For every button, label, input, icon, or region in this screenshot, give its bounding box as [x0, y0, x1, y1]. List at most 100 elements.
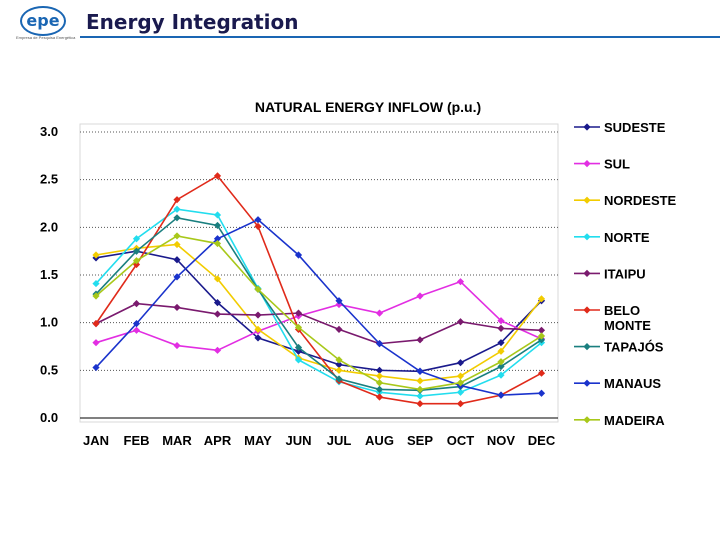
x-tick-label: JAN: [83, 433, 109, 448]
data-point-tapaj-s: [375, 385, 384, 393]
data-point-itaipu: [497, 324, 505, 332]
series-norte: [92, 205, 546, 400]
data-point-sul: [375, 309, 384, 317]
plot-area-border: [79, 123, 559, 423]
data-point-sul: [132, 326, 141, 334]
series-line-sul: [95, 280, 542, 352]
data-point-sudeste: [173, 256, 181, 264]
y-tick-label: 3.0: [40, 124, 58, 139]
data-point-sul: [92, 339, 100, 347]
data-point-sudeste: [254, 334, 262, 342]
logo-text: epe: [20, 6, 66, 36]
y-tick-label: 0.0: [40, 410, 58, 425]
series-line-madeira: [95, 235, 542, 391]
series-line-sudeste: [95, 250, 543, 373]
data-point-manaus: [173, 273, 181, 281]
legend-label: NORTE: [604, 230, 650, 245]
legend-item-sudeste: SUDESTE: [574, 120, 666, 135]
data-point-belo-monte: [213, 172, 222, 180]
data-point-itaipu: [416, 336, 424, 344]
data-point-norte: [92, 279, 100, 288]
data-point-itaipu: [213, 310, 222, 318]
data-point-nordeste: [92, 251, 100, 259]
data-point-belo-monte: [456, 400, 465, 408]
legend-item-sul: SUL: [574, 157, 630, 172]
legend-swatch-marker: [583, 306, 591, 314]
data-point-manaus: [254, 216, 262, 224]
y-axis: 0.0 0.5 1.0 1.5 2.0 2.5 3.0: [40, 124, 558, 425]
series-line-belo-monte: [95, 174, 542, 405]
data-point-sudeste: [456, 359, 465, 367]
data-point-manaus: [132, 320, 141, 328]
x-tick-label: FEB: [124, 433, 150, 448]
data-point-manaus: [335, 297, 343, 305]
y-tick-label: 0.5: [40, 362, 58, 377]
x-axis: JAN FEB MAR APR MAY JUN JUL AUG SEP OCT NOV DEC: [83, 433, 556, 448]
legend-label: MADEIRA: [604, 413, 665, 428]
data-point-nordeste: [375, 372, 384, 380]
legend-item-norte: NORTE: [574, 230, 650, 245]
data-point-norte: [294, 356, 303, 364]
data-point-manaus: [537, 389, 546, 397]
legend-swatch-marker: [583, 123, 591, 131]
data-point-tapaj-s: [213, 221, 222, 230]
data-point-sudeste: [375, 366, 384, 374]
x-tick-label: JUN: [285, 433, 311, 448]
legend-item-madeira: MADEIRA: [574, 413, 665, 428]
series-manaus: [92, 216, 546, 399]
data-point-belo-monte: [92, 320, 100, 328]
series-madeira: [92, 232, 546, 393]
legend-label: MANAUS: [604, 376, 661, 391]
series-line-itaipu: [95, 302, 542, 345]
data-point-belo-monte: [416, 400, 424, 408]
data-point-madeira: [416, 385, 424, 393]
data-point-norte: [456, 388, 465, 396]
data-point-tapaj-s: [173, 214, 181, 222]
data-point-madeira: [92, 292, 100, 300]
series-line-norte: [95, 208, 542, 397]
x-tick-label: SEP: [407, 433, 433, 448]
title-rule: [80, 36, 720, 38]
x-tick-label: MAR: [162, 433, 192, 448]
legend-swatch-marker: [583, 379, 591, 387]
data-point-tapaj-s: [132, 247, 141, 255]
page-title: Energy Integration: [86, 10, 299, 34]
data-point-tapaj-s: [335, 375, 343, 383]
series-belo-monte: [92, 172, 546, 408]
series-line-nordeste: [95, 243, 543, 382]
data-point-manaus: [92, 363, 100, 372]
legend-label: ITAIPU: [604, 266, 646, 281]
x-tick-label: DEC: [528, 433, 556, 448]
legend-swatch-marker: [583, 343, 591, 351]
x-tick-label: OCT: [447, 433, 475, 448]
data-point-itaipu: [294, 309, 303, 317]
data-point-norte: [416, 392, 424, 400]
series-line-tapaj-s: [95, 216, 542, 392]
data-point-sudeste: [335, 361, 343, 369]
legend-label: TAPAJÓS: [604, 340, 664, 355]
data-point-madeira: [537, 332, 546, 340]
data-point-madeira: [335, 356, 343, 364]
x-tick-label: AUG: [365, 433, 394, 448]
data-point-tapaj-s: [294, 343, 303, 352]
data-point-sul: [173, 341, 181, 350]
epe-logo: epe Empresa de Pesquisa Energética: [16, 6, 75, 40]
legend-item-belo-monte: BELO MONTE: [574, 303, 651, 333]
data-point-nordeste: [416, 377, 424, 385]
data-point-nordeste: [497, 347, 505, 355]
header: epe Empresa de Pesquisa Energética Energ…: [0, 0, 720, 46]
data-point-nordeste: [254, 325, 262, 333]
data-point-madeira: [173, 232, 181, 240]
series-itaipu: [92, 300, 546, 348]
legend-swatch-marker: [583, 416, 591, 424]
data-point-madeira: [132, 257, 141, 265]
data-point-belo-monte: [375, 393, 384, 401]
data-point-nordeste: [213, 275, 222, 283]
legend-label: SUDESTE: [604, 120, 666, 135]
data-point-manaus: [375, 340, 384, 348]
data-point-madeira: [213, 239, 222, 248]
data-point-manaus: [294, 251, 303, 259]
data-point-sudeste: [497, 339, 505, 347]
x-tick-label: JUL: [327, 433, 352, 448]
